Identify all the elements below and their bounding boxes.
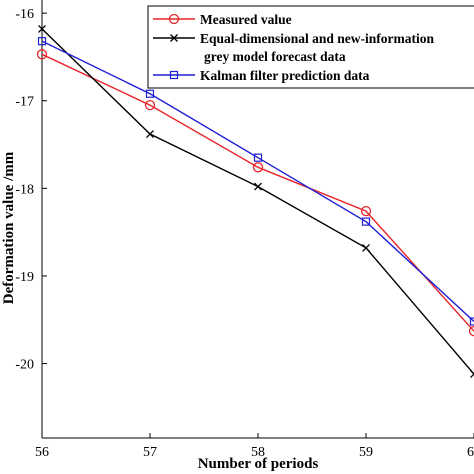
- y-tick-label: -19: [15, 270, 34, 285]
- series-2-point: [146, 130, 154, 138]
- x-tick-label: 57: [143, 445, 157, 460]
- series-2-point: [38, 24, 46, 33]
- series-2: [38, 24, 474, 379]
- series-1-point: [468, 325, 474, 337]
- legend-label: Equal-dimensional and new-information: [200, 31, 435, 46]
- x-marker-stroke: [146, 130, 154, 138]
- x-marker-stroke: [254, 182, 262, 191]
- legend-box: [147, 5, 474, 89]
- legend-label: grey model forecast data: [204, 49, 346, 64]
- series-1: [36, 49, 474, 337]
- series-1-point: [144, 99, 156, 111]
- x-tick-label: 58: [251, 445, 265, 460]
- series-2-point: [470, 370, 474, 379]
- series-1-point: [252, 162, 264, 173]
- series-3: [37, 37, 474, 326]
- series-3-point: [469, 317, 474, 326]
- series-1-point: [360, 205, 372, 217]
- x-tick-label: 56: [35, 445, 49, 460]
- legend-swatch-marker: [168, 13, 180, 25]
- legend-swatch-marker: [169, 70, 179, 80]
- x-tick-label: 59: [359, 445, 373, 460]
- x-marker-stroke: [362, 243, 370, 252]
- x-marker-stroke: [470, 373, 474, 379]
- legend-label: Measured value: [200, 12, 292, 27]
- series-1-line: [41, 53, 474, 332]
- series-2-point: [254, 182, 262, 191]
- x-axis-label: Number of periods: [198, 456, 319, 472]
- legend-entry-3: Kalman filter prediction data: [153, 68, 370, 83]
- x-marker-stroke: [470, 370, 474, 375]
- x-tick-label: 60: [467, 445, 474, 460]
- x-marker-stroke: [38, 24, 46, 33]
- series-3-line: [41, 40, 474, 323]
- legend-entry-2: Equal-dimensional and new-information gre…: [153, 31, 435, 64]
- y-tick-label: -20: [15, 358, 34, 373]
- series-1-point: [36, 49, 48, 60]
- y-tick-label: -16: [15, 7, 34, 22]
- y-tick-label: -17: [15, 95, 34, 110]
- series-3-point: [361, 217, 371, 226]
- legend-entry-1: Measured value: [153, 12, 292, 27]
- legend-swatch-marker: [170, 34, 178, 42]
- legend-label: Kalman filter prediction data: [200, 68, 370, 83]
- series-3-point: [253, 153, 263, 162]
- series-2-point: [362, 243, 370, 252]
- series-3-point: [145, 89, 155, 98]
- series-3-point: [37, 37, 47, 46]
- x-marker-stroke: [170, 34, 178, 42]
- y-axis-label: Deformation value /mm: [1, 151, 17, 304]
- y-tick-label: -18: [15, 182, 34, 197]
